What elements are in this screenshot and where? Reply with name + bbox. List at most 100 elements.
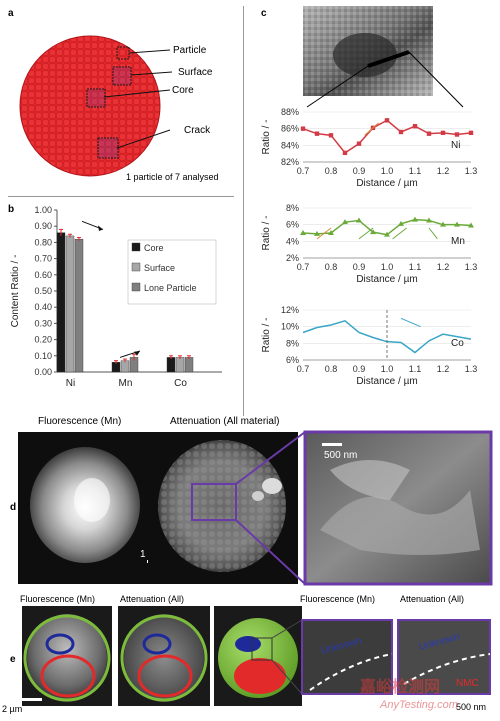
panel-d-attenuation-title: Attenuation (All material): [170, 416, 280, 427]
b-ytick-label: 0.10: [34, 351, 52, 361]
c-xlabel: Distance / µm: [356, 178, 417, 189]
panel-e-title-3: Fluorescence (Mn): [300, 594, 375, 604]
c-point-mn: [356, 217, 362, 223]
c-xtick-label: 1.0: [381, 166, 394, 176]
c-ytick-label: 12%: [281, 305, 299, 315]
panel-a-letter: a: [8, 8, 14, 19]
c-xtick-label: 1.1: [409, 364, 422, 374]
c-xtick-label: 1.1: [409, 262, 422, 272]
b-legend-label: Lone Particle: [144, 283, 197, 293]
linescan-line: [367, 50, 410, 68]
b-legend-label: Surface: [144, 263, 175, 273]
b-ytick-label: 0.80: [34, 237, 52, 247]
label-nmc: NMC: [456, 678, 479, 689]
c-ylabel: Ratio / -: [261, 317, 272, 352]
c-xtick-label: 1.3: [465, 166, 478, 176]
c-xtick-label: 0.9: [353, 364, 366, 374]
c-xtick-label: 0.7: [297, 364, 310, 374]
c-xtick-label: 1.2: [437, 166, 450, 176]
b-category-label: Mn: [119, 378, 133, 389]
panel-e-title-4: Attenuation (All): [400, 594, 464, 604]
scale-bar-500nm: [322, 443, 342, 446]
c-ytick-label: 10%: [281, 322, 299, 332]
c-trend-arrow: [392, 227, 407, 240]
c-series-line-ni: [302, 119, 472, 154]
b-legend-label: Core: [144, 243, 164, 253]
zoom-region-box: [191, 483, 237, 521]
c-point-ni: [398, 129, 404, 135]
c-xtick-label: 0.8: [325, 166, 338, 176]
c-point-mn: [426, 217, 432, 223]
surface-box: [112, 66, 132, 86]
panel-d-attenuation-image: [148, 431, 306, 585]
c-xlabel: Distance / µm: [356, 376, 417, 387]
panel-b-bar-chart: b 0.00 0.10 0.20 0.30 0.40 0.50 0.60 0.70 0.80 0.…: [8, 204, 222, 389]
panel-d-fluorescence-title: Fluorescence (Mn): [38, 416, 121, 427]
c-point-mn: [468, 222, 474, 228]
b-ytick-label: 0.00: [34, 367, 52, 377]
particle-sphere: [20, 36, 160, 176]
b-legend-swatch: [131, 242, 141, 252]
panel-c: c 82% 84% 86% 88% 0.7 0.8 0.9 1.0 1.1 1.2 1.3 Dista: [245, 0, 500, 405]
c-ytick-label: 82%: [281, 157, 299, 167]
scale-bar-2um: [22, 698, 42, 701]
c-xtick-label: 0.9: [353, 262, 366, 272]
b-ytick-label: 1.00: [34, 205, 52, 215]
c-point-mn: [314, 230, 320, 236]
b-bar-Ni-lone-particle: [74, 238, 84, 373]
c-point-mn: [328, 230, 334, 235]
c-trend-arrow: [316, 227, 332, 240]
watermark-cn: 嘉峪检测网: [359, 677, 440, 696]
crack-box: [97, 137, 119, 159]
c-xtick-label: 1.0: [381, 262, 394, 272]
panel-e-attenuation-image: [118, 606, 210, 706]
b-ytick-label: 0.70: [34, 254, 52, 264]
c-point-mn: [398, 220, 404, 226]
b-category-label: Co: [174, 378, 187, 389]
c-trend-arrow: [428, 227, 438, 240]
panel-e-zoom-fluorescence: Unknown: [301, 619, 393, 695]
panel-c-micrograph: [303, 6, 464, 108]
c-point-ni: [328, 133, 334, 138]
panel-a: a Particle Surface Core Crack 1 particle…: [0, 0, 243, 195]
panel-d-figure: d Fluorescence (Mn) Attenuation (All mat…: [10, 416, 493, 586]
c-point-mn: [384, 231, 390, 237]
c-xtick-label: 1.2: [437, 262, 450, 272]
core-box: [86, 88, 106, 108]
panel-d-letter: d: [10, 502, 16, 513]
b-bar-Co-core: [166, 357, 176, 373]
c-point-mn: [454, 221, 460, 227]
c-xtick-label: 1.3: [465, 262, 478, 272]
c-xtick-label: 1.2: [437, 364, 450, 374]
c-ytick-label: 88%: [281, 107, 299, 117]
c-point-mn: [370, 229, 376, 235]
label-particle: Particle: [173, 45, 207, 56]
b-ytick-label: 0.20: [34, 335, 52, 345]
c-ytick-label: 6%: [286, 220, 299, 230]
c-ytick-label: 84%: [281, 140, 299, 150]
c-xtick-label: 0.8: [325, 364, 338, 374]
divider-vertical: [243, 6, 244, 416]
c-xtick-label: 1.3: [465, 364, 478, 374]
b-bar-Co-surface: [175, 357, 185, 373]
panel-e-schematic: [214, 606, 303, 706]
c-ytick-label: 8%: [286, 203, 299, 213]
c-ytick-label: 4%: [286, 236, 299, 246]
scale-label-500nm-e: 500 nm: [456, 702, 486, 712]
c-ylabel: Ratio / -: [261, 215, 272, 250]
label-crack: Crack: [184, 125, 211, 136]
label-surface: Surface: [178, 67, 213, 78]
panel-e-letter: e: [10, 654, 16, 665]
c-point-ni: [440, 130, 446, 136]
scale-label-500nm-d: 500 nm: [324, 450, 357, 461]
b-bar-Ni-surface: [65, 235, 75, 373]
c-point-ni: [412, 123, 418, 129]
b-legend-swatch: [131, 262, 141, 272]
c-point-mn: [412, 216, 418, 222]
c-xtick-label: 0.7: [297, 166, 310, 176]
c-point-mn: [440, 221, 446, 227]
panel-b-letter: b: [8, 204, 14, 215]
c-ytick-label: 2%: [286, 253, 299, 263]
zoom-frame: [303, 430, 493, 586]
